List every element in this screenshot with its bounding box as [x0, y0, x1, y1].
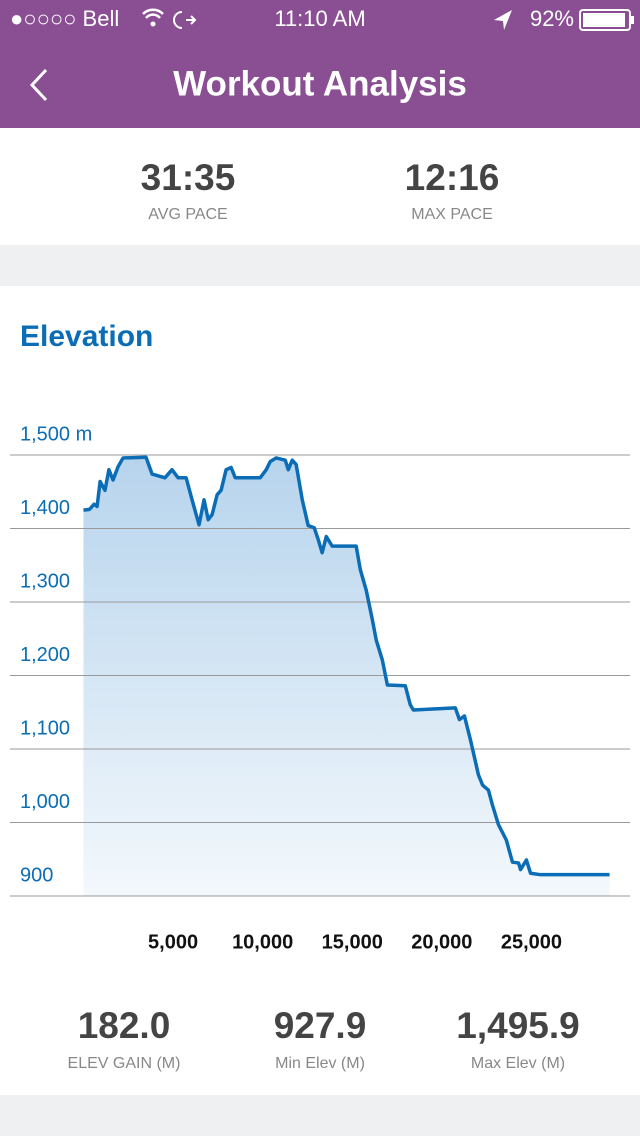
wifi-icon: [142, 8, 164, 19]
battery-tip: [631, 16, 634, 24]
plot: 900 1,000 1,100 1,200 1,300 1,400 1,500 m 5,000…: [10, 423, 630, 953]
x-tick-label: 20,000: [411, 931, 472, 953]
chart-title: Elevation: [20, 320, 153, 353]
battery-icon: [579, 9, 631, 31]
stat-label: Max Elev (M): [471, 1055, 565, 1072]
x-tick-label: 5,000: [148, 931, 198, 953]
stat-label: Min Elev (M): [275, 1055, 365, 1072]
back-button[interactable]: [29, 68, 48, 102]
stat-label: MAX PACE: [411, 206, 493, 223]
elevation-line: [83, 455, 610, 877]
stat-value: 927.9: [274, 1005, 367, 1046]
location-icon: [494, 10, 512, 30]
stat-label: AVG PACE: [148, 206, 227, 223]
sync-icon: [173, 11, 197, 29]
area-fill: [83, 457, 610, 896]
stat-value: 31:35: [141, 157, 236, 198]
y-tick-label: 900: [20, 864, 53, 886]
clock: 11:10 AM: [274, 6, 365, 31]
page-title: Workout Analysis: [173, 64, 467, 103]
stat-value: 1,495.9: [456, 1005, 579, 1046]
x-tick-label: 25,000: [501, 931, 562, 953]
y-tick-label: 1,000: [20, 791, 70, 813]
y-tick-label: 1,300: [20, 570, 70, 592]
battery-text: 92%: [530, 6, 574, 31]
y-tick-label: 1,200: [20, 644, 70, 666]
y-tick-label: 1,400: [20, 497, 70, 519]
stat-value: 12:16: [405, 157, 500, 198]
x-tick-label: 15,000: [322, 931, 383, 953]
stat-label: ELEV GAIN (M): [68, 1055, 181, 1072]
battery-level: [583, 13, 625, 27]
stat-value: 182.0: [78, 1005, 171, 1046]
wifi-dot: [150, 21, 156, 27]
pace-panel: [0, 128, 640, 245]
x-tick-label: 10,000: [232, 931, 293, 953]
header-bar: [0, 0, 640, 128]
y-tick-label: 1,500 m: [20, 423, 92, 445]
y-tick-label: 1,100: [20, 717, 70, 739]
carrier: ●○○○○ Bell: [10, 6, 119, 31]
